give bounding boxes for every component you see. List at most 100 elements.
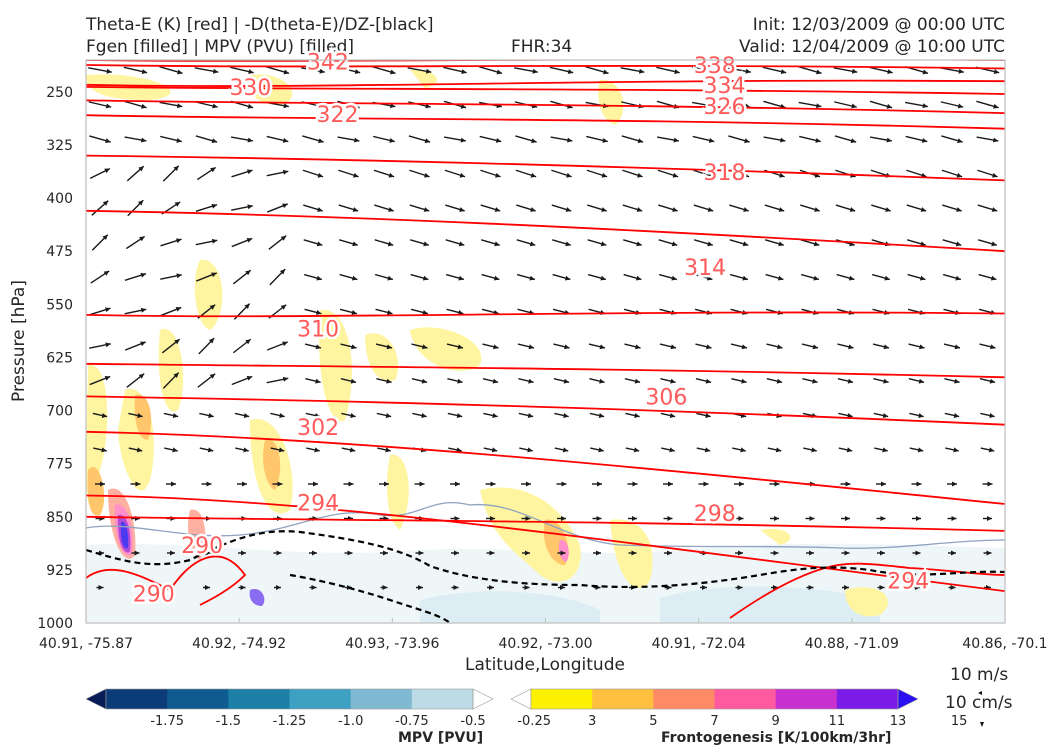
wind-arrow-head xyxy=(211,138,218,144)
wind-arrow-head xyxy=(421,378,428,384)
x-tick-labels: 40.91, -75.87 40.92, -74.92 40.93, -73.96 4… xyxy=(39,618,1048,652)
wind-arrow-head xyxy=(490,481,496,487)
wind-arrow-head xyxy=(458,241,465,247)
theta-e-contour xyxy=(86,114,1005,130)
wind-arrow-head xyxy=(815,103,822,109)
wind-arrow-head xyxy=(992,172,998,178)
wind-arrow-head xyxy=(493,275,500,281)
wind-arrow-head xyxy=(245,270,251,276)
wind-arrow-head xyxy=(282,137,289,143)
svg-text:302: 302 xyxy=(297,416,339,441)
colorbar-swatch xyxy=(289,689,352,709)
wind-arrow-head xyxy=(637,138,644,144)
wind-arrow-head xyxy=(881,481,886,487)
wind-arrow-head xyxy=(774,481,780,487)
wind-arrow-head xyxy=(423,241,429,247)
wind-arrow-head xyxy=(138,373,145,379)
wind-arrow-head xyxy=(134,585,139,590)
wind-arrow-head xyxy=(561,481,567,487)
wind-arrow-head xyxy=(702,585,707,590)
wind-arrow-head xyxy=(953,447,959,453)
x-tick-label: 40.88, -71.09 xyxy=(805,636,899,652)
wind-arrow-head xyxy=(952,481,957,487)
wind-arrow-head xyxy=(316,275,322,281)
wind-arrow-head xyxy=(212,68,219,74)
svg-text:334: 334 xyxy=(703,74,745,99)
wind-arrow-head xyxy=(602,137,608,143)
wind-arrow-head xyxy=(282,169,289,175)
colorbar-extend-high xyxy=(897,688,919,710)
wind-arrow-head xyxy=(418,585,423,590)
wind-arrow-head xyxy=(389,137,395,143)
fill-region xyxy=(760,528,791,545)
wind-arrow-head xyxy=(882,413,889,418)
wind-arrow-head xyxy=(816,69,822,75)
wind-arrow-head xyxy=(709,69,716,75)
theta-e-contour xyxy=(86,494,1005,592)
wind-arrow-head xyxy=(317,207,323,212)
wind-arrow-head xyxy=(598,413,605,418)
wind-arrow-head xyxy=(882,447,888,453)
wind-arrow-head xyxy=(597,481,602,487)
wind-arrow-head xyxy=(418,550,424,556)
wind-arrow-head xyxy=(987,516,992,521)
wind-arrow-head xyxy=(921,137,928,143)
wind-arrow-head xyxy=(919,275,926,281)
fill-region xyxy=(387,454,409,530)
wind-arrow-head xyxy=(312,550,317,556)
wind-arrow-head xyxy=(246,375,253,381)
fill-region xyxy=(158,328,184,412)
wind-arrow-head xyxy=(674,69,680,75)
colorbar-swatch xyxy=(775,689,838,709)
wind-arrow-head xyxy=(601,172,608,178)
wind-arrow-head xyxy=(599,378,605,384)
colorbar-swatch xyxy=(350,689,413,709)
colorbar-tick-label: -0.5 xyxy=(460,714,485,729)
colorbar-extend-low xyxy=(85,688,107,710)
fgen-colorbar-title: Frontogenesis [K/100km/3hr] xyxy=(661,730,891,746)
wind-arrow-head xyxy=(775,447,782,453)
wind-arrow-head xyxy=(102,200,109,206)
theta-e-label-text: 302 xyxy=(297,416,339,441)
wind-arrow-head xyxy=(603,69,609,75)
theta-e-contour xyxy=(86,64,1005,70)
wind-arrow-head xyxy=(315,378,321,384)
wind-arrow-head xyxy=(742,241,749,247)
colorbar-swatch xyxy=(106,689,168,709)
wind-arrow-head xyxy=(560,550,566,556)
wind-arrow-head xyxy=(315,344,322,350)
wind-arrow-head xyxy=(283,103,289,109)
valid-time: Valid: 12/04/2009 @ 10:00 UTC xyxy=(739,37,1005,57)
wind-arrow-head xyxy=(354,137,360,143)
wind-arrow-head xyxy=(778,241,784,247)
wind-arrow-head xyxy=(708,172,714,178)
wind-arrow-head xyxy=(311,585,317,590)
wind-arrow-head xyxy=(528,344,535,350)
wind-arrow-head xyxy=(848,275,855,281)
wind-arrow-head xyxy=(812,378,818,384)
wind-arrow-head xyxy=(209,304,216,310)
wind-arrow-head xyxy=(172,413,179,418)
svg-text:330: 330 xyxy=(229,76,271,101)
fill-region xyxy=(845,587,888,617)
wind-arrow-head xyxy=(531,138,537,144)
filled-fields-layer xyxy=(86,69,1005,623)
init-time: Init: 12/03/2009 @ 00:00 UTC xyxy=(752,15,1005,35)
wind-arrow-head xyxy=(849,207,856,212)
fill-region xyxy=(610,519,653,589)
wind-arrow-head xyxy=(382,585,388,590)
wind-arrow-head xyxy=(957,103,964,109)
wind-arrow-head xyxy=(813,275,819,281)
wind-arrow-head xyxy=(915,550,921,556)
x-tick-label: 40.91, -72.04 xyxy=(652,636,746,652)
wind-arrow-head xyxy=(388,207,394,212)
wind-arrow-head xyxy=(955,275,961,281)
theta-e-contour xyxy=(86,362,1005,379)
wind-arrow-head xyxy=(141,137,147,143)
wind-arrow-head xyxy=(671,241,678,247)
wind-arrow-head xyxy=(209,373,216,379)
colorbar-tick-label: -0.75 xyxy=(395,714,429,729)
